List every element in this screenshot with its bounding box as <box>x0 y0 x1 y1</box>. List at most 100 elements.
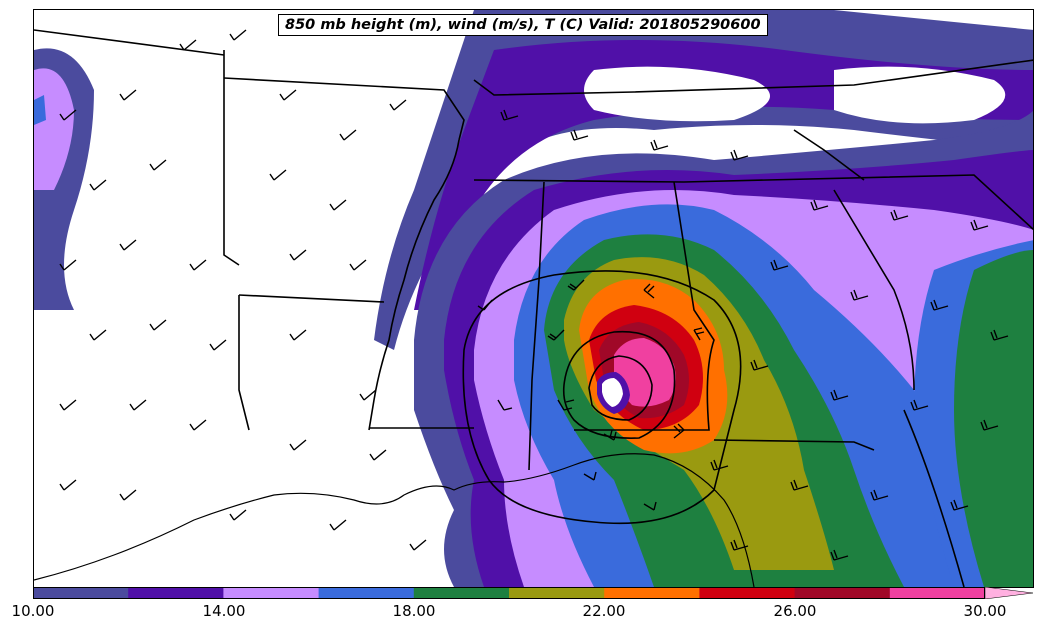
wind-barb <box>89 179 107 191</box>
wind-barb <box>910 399 929 411</box>
shade-pink-storm <box>614 338 676 407</box>
wind-barb <box>547 329 565 341</box>
wind-barb <box>59 479 77 491</box>
border-line-3 <box>223 50 240 266</box>
wind-barb <box>557 399 575 411</box>
border-line-2 <box>223 77 465 141</box>
wind-barb <box>750 359 769 371</box>
shade-white-northeast-hole <box>834 66 1006 124</box>
height-contours <box>462 270 742 525</box>
colorbar-label-30: 30.00 <box>963 602 1007 620</box>
wind-barb <box>730 539 749 551</box>
state-borders <box>34 29 1033 587</box>
border-line-14 <box>833 189 915 391</box>
wind-barb <box>583 471 597 481</box>
wind-barb <box>389 99 407 111</box>
wind-barb <box>289 329 307 341</box>
shade-green-east <box>954 250 1033 587</box>
wind-barb <box>673 423 685 439</box>
wind-barb <box>329 199 347 211</box>
colorbar-swatch <box>699 587 796 599</box>
shade-blue-northwest <box>34 95 46 125</box>
border-line-4 <box>238 294 385 303</box>
colorbar-swatch <box>889 587 986 599</box>
wind-barb <box>149 159 167 171</box>
wind-barbs <box>59 29 1009 561</box>
wind-barb <box>119 89 137 101</box>
wind-barb <box>567 279 585 291</box>
colorbar-border <box>33 587 985 599</box>
shade-white-north-hole <box>584 66 770 122</box>
colorbar-label-26: 26.00 <box>773 602 817 620</box>
wind-barb <box>890 209 909 221</box>
border-line-1 <box>34 29 225 56</box>
wind-barb <box>59 399 77 411</box>
wind-barb <box>359 389 377 401</box>
wind-barb <box>289 249 307 261</box>
wind-barb <box>59 259 77 271</box>
shade-eye-white <box>602 378 623 407</box>
colorbar <box>33 587 1033 599</box>
wind-barb <box>730 149 749 161</box>
height-contour-outer <box>462 270 742 525</box>
wind-speed-shading <box>34 10 1033 587</box>
map-panel: 850 mb height (m), wind (m/s), T (C) Val… <box>33 9 1034 588</box>
border-line-10 <box>574 181 715 431</box>
wind-barb <box>89 329 107 341</box>
wind-barb <box>229 29 247 41</box>
wind-barb <box>930 299 949 311</box>
wind-barb <box>790 479 809 491</box>
wind-barb <box>990 329 1009 341</box>
wind-barb <box>279 89 297 101</box>
wind-barb <box>209 339 227 351</box>
wind-barb <box>950 499 969 511</box>
colorbar-swatch <box>128 587 224 599</box>
colorbar-swatch <box>509 587 605 599</box>
wind-barb <box>129 399 147 411</box>
wind-barb <box>830 389 849 401</box>
wind-barb <box>850 289 869 301</box>
wind-barb <box>810 199 829 211</box>
border-line-8 <box>473 174 1033 231</box>
border-line-9 <box>528 181 545 471</box>
wind-barb <box>369 449 387 461</box>
wind-barb <box>329 519 347 531</box>
wind-barb <box>119 489 137 501</box>
wind-barb <box>710 459 729 471</box>
wind-barb <box>409 539 427 551</box>
wind-barb <box>229 509 247 521</box>
wind-barb <box>289 439 307 451</box>
height-contour-inner <box>588 355 653 421</box>
wind-barb <box>693 327 705 341</box>
wind-barb <box>477 299 493 311</box>
border-line-12 <box>473 59 1033 96</box>
wind-barb <box>497 399 513 411</box>
colorbar-swatch <box>33 587 129 599</box>
border-line-15 <box>903 409 965 587</box>
border-line-13 <box>793 129 865 181</box>
border-line-5 <box>238 295 250 431</box>
colorbar-label-14: 14.00 <box>202 602 246 620</box>
colorbar-label-10: 10.00 <box>11 602 55 620</box>
wind-barb <box>149 319 167 331</box>
wind-barb <box>643 283 655 299</box>
wind-barb <box>179 39 197 51</box>
colorbar-swatch <box>223 587 320 599</box>
wind-barb <box>500 109 519 121</box>
height-contour-middle <box>562 330 676 439</box>
wind-barb <box>189 259 207 271</box>
colorbar-swatch <box>413 587 510 599</box>
wind-barb <box>269 169 287 181</box>
wind-barb <box>830 549 849 561</box>
wind-barb <box>349 259 367 271</box>
border-line-11 <box>713 439 875 451</box>
colorbar-extend-arrow <box>984 587 1033 599</box>
colorbar-swatch <box>318 587 415 599</box>
wind-barb <box>970 219 989 231</box>
wind-barb <box>189 419 207 431</box>
map-title: 850 mb height (m), wind (m/s), T (C) Val… <box>278 14 768 36</box>
colorbar-label-22: 22.00 <box>582 602 626 620</box>
wind-barb <box>603 429 617 441</box>
wind-barb <box>650 139 669 151</box>
wind-barb <box>59 109 77 121</box>
